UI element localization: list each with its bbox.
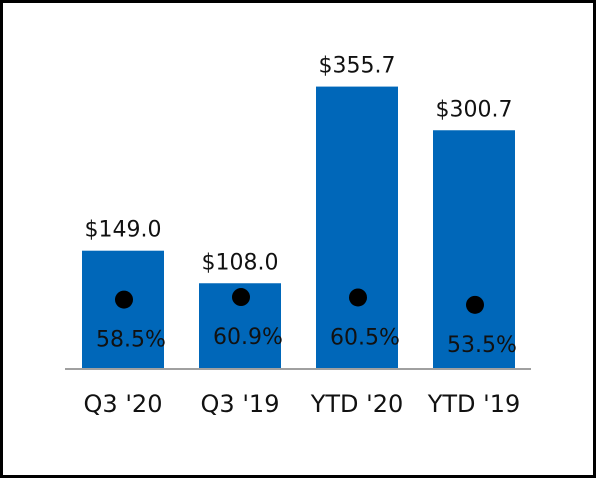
bar-chart: $149.0 58.5% Q3 '20 $108.0 60.9% Q3 '19 $355.7… bbox=[65, 54, 531, 418]
percent-marker bbox=[349, 288, 367, 307]
percent-marker bbox=[466, 295, 484, 314]
percent-marker bbox=[115, 290, 133, 309]
category-tick-label: Q3 '19 bbox=[201, 390, 280, 418]
percent-label: 58.5% bbox=[96, 328, 166, 353]
percent-label: 60.9% bbox=[213, 325, 283, 350]
bar bbox=[82, 250, 164, 369]
bar-value-label: $149.0 bbox=[85, 218, 162, 243]
bars-group bbox=[82, 86, 515, 369]
bar bbox=[433, 130, 515, 369]
labels-group: $149.0 58.5% Q3 '20 $108.0 60.9% Q3 '19 $355.7… bbox=[84, 54, 521, 418]
bar-value-label: $355.7 bbox=[319, 54, 396, 79]
percent-marker bbox=[232, 288, 250, 307]
percent-label: 53.5% bbox=[447, 333, 517, 358]
category-tick-label: Q3 '20 bbox=[84, 390, 163, 418]
bar bbox=[316, 86, 398, 369]
category-tick-label: YTD '19 bbox=[427, 390, 521, 418]
category-tick-label: YTD '20 bbox=[310, 390, 404, 418]
bar-value-label: $108.0 bbox=[202, 250, 279, 275]
percent-label: 60.5% bbox=[330, 325, 400, 350]
bar-value-label: $300.7 bbox=[436, 97, 513, 122]
markers-group bbox=[115, 288, 484, 314]
